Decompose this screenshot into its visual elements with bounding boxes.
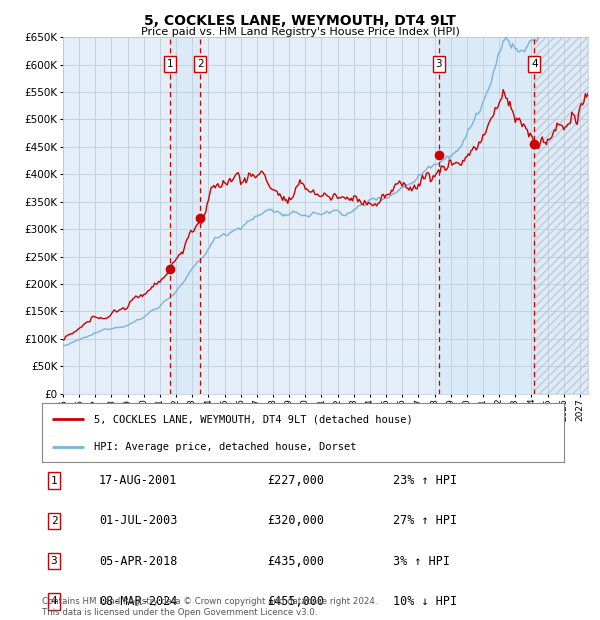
Text: 3: 3: [50, 556, 58, 566]
Text: HPI: Average price, detached house, Dorset: HPI: Average price, detached house, Dors…: [94, 442, 357, 452]
Text: 1: 1: [50, 476, 58, 485]
Text: Price paid vs. HM Land Registry's House Price Index (HPI): Price paid vs. HM Land Registry's House …: [140, 27, 460, 37]
Text: 1: 1: [167, 59, 173, 69]
Text: Contains HM Land Registry data © Crown copyright and database right 2024.
This d: Contains HM Land Registry data © Crown c…: [42, 598, 377, 617]
Text: 4: 4: [50, 596, 58, 606]
Text: 2: 2: [197, 59, 203, 69]
Text: 4: 4: [531, 59, 538, 69]
Text: 3: 3: [436, 59, 442, 69]
Bar: [439, 37, 535, 394]
Bar: [535, 37, 588, 394]
Text: 5, COCKLES LANE, WEYMOUTH, DT4 9LT: 5, COCKLES LANE, WEYMOUTH, DT4 9LT: [144, 14, 456, 28]
Text: 17-AUG-2001: 17-AUG-2001: [99, 474, 178, 487]
Text: 3% ↑ HPI: 3% ↑ HPI: [393, 555, 450, 567]
Text: 2: 2: [50, 516, 58, 526]
Text: 01-JUL-2003: 01-JUL-2003: [99, 515, 178, 527]
Text: £320,000: £320,000: [267, 515, 324, 527]
Text: 23% ↑ HPI: 23% ↑ HPI: [393, 474, 457, 487]
Text: 27% ↑ HPI: 27% ↑ HPI: [393, 515, 457, 527]
Text: 08-MAR-2024: 08-MAR-2024: [99, 595, 178, 608]
Text: £227,000: £227,000: [267, 474, 324, 487]
Text: £455,000: £455,000: [267, 595, 324, 608]
Text: 5, COCKLES LANE, WEYMOUTH, DT4 9LT (detached house): 5, COCKLES LANE, WEYMOUTH, DT4 9LT (deta…: [94, 415, 413, 425]
Text: 05-APR-2018: 05-APR-2018: [99, 555, 178, 567]
Text: 10% ↓ HPI: 10% ↓ HPI: [393, 595, 457, 608]
Text: £435,000: £435,000: [267, 555, 324, 567]
Bar: [170, 37, 200, 394]
